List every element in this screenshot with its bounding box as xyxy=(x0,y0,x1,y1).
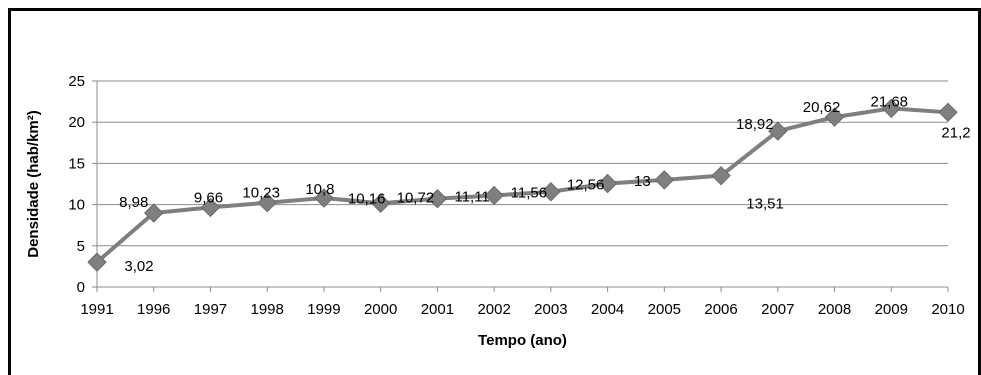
data-point-marker xyxy=(257,192,277,213)
data-label: 12,56 xyxy=(567,177,605,194)
y-tick-label: 25 xyxy=(68,73,85,90)
x-tick-label: 2005 xyxy=(648,301,681,318)
data-label: 13,51 xyxy=(746,196,784,213)
data-label: 11,11 xyxy=(454,188,489,205)
x-tick-label: 1998 xyxy=(251,301,284,318)
data-point-marker xyxy=(768,121,788,141)
x-tick-label: 1999 xyxy=(307,301,340,318)
data-label: 21,68 xyxy=(870,93,908,110)
data-label: 20,62 xyxy=(803,99,841,116)
data-label: 3,02 xyxy=(124,258,153,275)
x-tick-labels: 1991 1996 1997 1998 1999 2000 2001 2002 2003 2004… xyxy=(80,301,964,318)
data-label: 21,2 xyxy=(941,124,970,141)
x-tick-label: 2007 xyxy=(761,301,794,318)
y-tick-label: 5 xyxy=(77,238,85,255)
data-label: 10,8 xyxy=(305,181,334,198)
x-tick-label: 2001 xyxy=(421,301,454,318)
x-axis-title: Tempo (ano) xyxy=(478,332,567,349)
data-point-marker xyxy=(541,182,561,202)
data-point-marker xyxy=(711,165,731,186)
data-point-marker xyxy=(824,107,845,127)
axes xyxy=(92,80,949,292)
y-tick-label: 15 xyxy=(68,155,85,172)
data-labels: 3,02 8,98 9,66 10,23 10,8 10,16 10,72 11,11 11,5… xyxy=(119,93,970,275)
data-label: 11,56 xyxy=(511,185,547,202)
data-point-marker xyxy=(597,173,618,194)
x-tick-label: 2002 xyxy=(477,301,510,318)
x-tick-label: 2006 xyxy=(704,301,737,318)
data-point-marker xyxy=(654,170,675,190)
data-label: 8,98 xyxy=(119,194,148,211)
data-label: 18,92 xyxy=(736,116,774,133)
data-label: 10,23 xyxy=(242,185,280,202)
x-tick-label: 2010 xyxy=(931,301,964,318)
y-tick-label: 0 xyxy=(77,279,85,296)
data-label: 10,16 xyxy=(348,190,386,207)
data-point-marker xyxy=(938,102,958,123)
x-tick-label: 2008 xyxy=(818,301,851,318)
x-tick-label: 1997 xyxy=(194,301,227,318)
data-label: 9,66 xyxy=(194,189,223,206)
data-label: 10,72 xyxy=(397,190,435,207)
y-tick-label: 10 xyxy=(68,197,85,214)
data-point-marker xyxy=(200,197,221,218)
x-tick-label: 2000 xyxy=(364,301,397,318)
data-point-marker xyxy=(881,98,901,119)
data-point-marker xyxy=(144,203,164,223)
data-point-marker xyxy=(314,188,334,208)
data-point-marker xyxy=(427,188,448,209)
data-point-marker xyxy=(87,252,107,272)
data-point-marker xyxy=(370,193,391,213)
x-tick-label: 2003 xyxy=(534,301,567,318)
data-label: 13 xyxy=(634,173,651,190)
x-tick-label: 2004 xyxy=(591,301,624,318)
y-axis-title: Densidade (hab/km²) xyxy=(25,110,42,258)
y-tick-label: 20 xyxy=(68,114,85,131)
y-tick-labels: 0 5 10 15 20 25 xyxy=(68,73,85,296)
data-point-marker xyxy=(484,185,504,206)
x-tick-label: 1996 xyxy=(137,301,170,318)
series-line xyxy=(95,106,949,264)
x-tick-label: 2009 xyxy=(875,301,908,318)
x-tick-label: 1991 xyxy=(80,301,113,318)
data-series xyxy=(87,98,958,272)
